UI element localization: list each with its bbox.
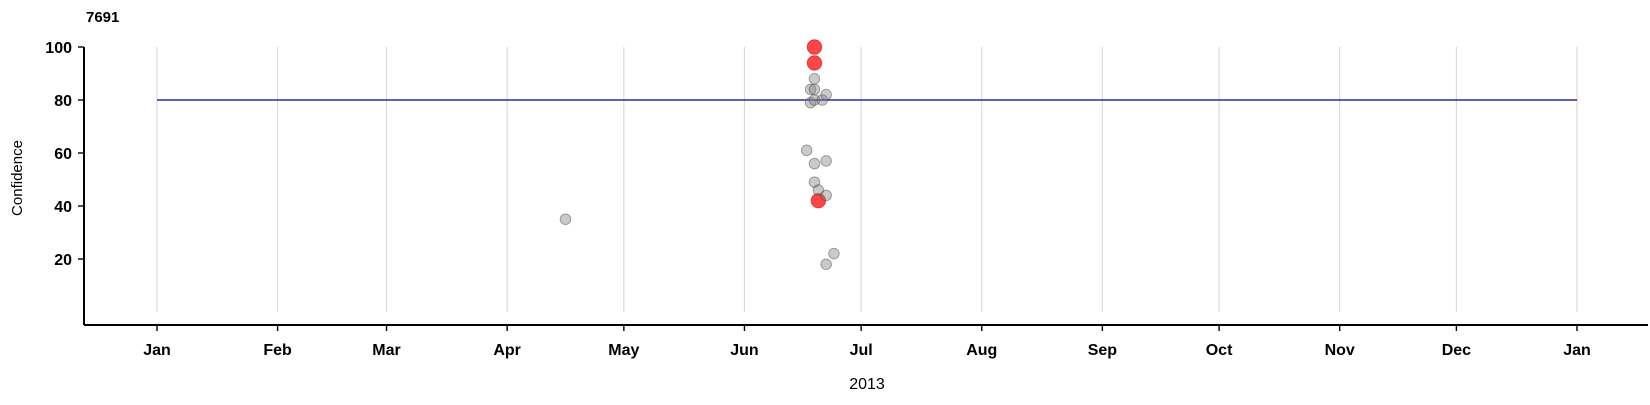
highlighted-data-point — [806, 39, 823, 55]
data-point — [559, 213, 572, 226]
x-tick-label: Jan — [1563, 342, 1591, 359]
x-tick-label: Sep — [1088, 342, 1118, 359]
data-point — [808, 94, 821, 106]
highlighted-data-point — [806, 55, 823, 71]
data-point — [800, 144, 813, 157]
data-point — [816, 94, 829, 106]
data-point — [820, 258, 832, 271]
x-tick-label: Jul — [850, 342, 873, 359]
grid-lines — [156, 47, 1578, 312]
data-point — [820, 155, 832, 167]
x-tick-label: Feb — [263, 342, 292, 359]
y-tick-label: 40 — [54, 199, 72, 216]
x-tick-label: Oct — [1206, 342, 1233, 359]
points-layer — [559, 39, 840, 271]
y-axis-label: Confidence — [9, 140, 26, 216]
data-point — [820, 88, 832, 101]
data-point — [804, 96, 817, 109]
x-tick-label: May — [608, 342, 639, 359]
x-tick-label: Apr — [493, 342, 521, 359]
x-tick-label: Mar — [372, 342, 400, 359]
chart-title: 7691 — [86, 9, 119, 26]
y-tick-label: 20 — [54, 252, 72, 269]
highlighted-data-point — [810, 193, 827, 209]
data-point — [828, 247, 840, 260]
data-point — [804, 83, 817, 96]
x-tick-label: Jan — [143, 342, 171, 359]
data-point — [808, 73, 821, 85]
x-tick-label: Nov — [1325, 342, 1355, 359]
data-point — [820, 189, 832, 202]
data-point — [808, 83, 821, 96]
x-axis-label: 2013 — [849, 376, 885, 393]
data-point — [808, 157, 821, 170]
axis-layer: Jan Feb Mar Apr May Jun Jul Aug Sep Oct Nov Dec Jan 2… — [45, 40, 1648, 359]
x-tick-label: Dec — [1442, 342, 1471, 359]
y-tick-label: 100 — [45, 40, 72, 57]
x-tick-label: Jun — [730, 342, 758, 359]
data-point — [812, 184, 825, 196]
y-tick-label: 80 — [54, 93, 72, 110]
data-point — [808, 176, 821, 188]
x-tick-label: Aug — [966, 342, 997, 359]
y-tick-label: 60 — [54, 146, 72, 163]
